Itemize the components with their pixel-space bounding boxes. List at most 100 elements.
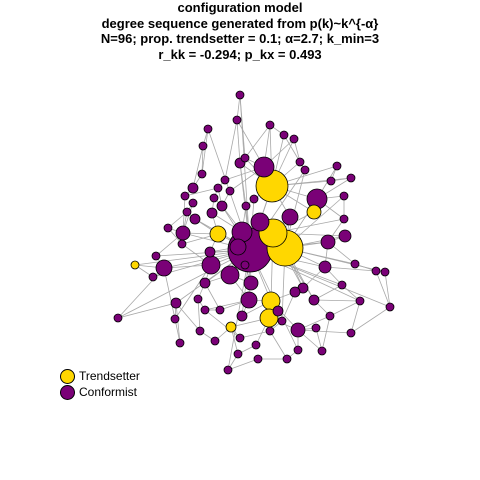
network-edge <box>324 266 377 272</box>
legend-label-conformist: Conformist <box>79 385 138 399</box>
conformist-node <box>380 267 390 277</box>
conformist-node <box>233 349 243 359</box>
conformist-node <box>282 354 292 364</box>
conformist-node <box>201 255 221 275</box>
title-line-1: configuration model <box>177 0 303 15</box>
network-edge <box>375 270 391 308</box>
conformist-node <box>209 193 219 203</box>
network-edge <box>227 358 259 371</box>
network-edge <box>283 134 301 163</box>
conformist-node <box>281 208 299 226</box>
conformist-node <box>182 207 192 217</box>
legend: Trendsetter Conformist <box>60 368 140 400</box>
conformist-node <box>318 260 332 274</box>
conformist-node <box>193 294 203 304</box>
conformist-node <box>148 272 158 282</box>
conformist-swatch <box>60 384 75 400</box>
trendsetter-node <box>130 260 140 270</box>
conformist-node <box>163 223 173 233</box>
conformist-node <box>277 316 287 326</box>
title-line-3: N=96; prop. trendsetter = 0.1; α=2.7; k_… <box>100 31 380 46</box>
conformist-node <box>170 314 180 324</box>
network-edge <box>204 309 241 339</box>
network-edge <box>175 302 201 332</box>
network-edge <box>224 119 238 181</box>
conformist-node <box>213 183 223 193</box>
conformist-node <box>200 305 210 315</box>
conformist-node <box>250 212 270 232</box>
network-edge <box>321 315 331 352</box>
conformist-node <box>189 213 201 225</box>
network-edge <box>236 119 241 164</box>
network-edge <box>174 264 212 320</box>
conformist-node <box>325 311 335 321</box>
network-edge <box>184 187 219 197</box>
network-edge <box>117 249 251 319</box>
conformist-node <box>240 153 250 163</box>
conformist-node <box>235 333 245 343</box>
conformist-node <box>225 186 235 196</box>
conformist-node <box>251 340 261 350</box>
conformist-node <box>223 365 233 375</box>
trendsetter-node <box>209 225 227 243</box>
network-edge <box>244 124 271 159</box>
conformist-node <box>332 161 342 171</box>
legend-item-conformist: Conformist <box>60 384 140 400</box>
network-edge <box>201 145 204 175</box>
conformist-node <box>197 169 207 179</box>
conformist-node <box>170 297 182 309</box>
conformist-node <box>203 124 213 134</box>
conformist-node <box>177 239 187 249</box>
conformist-node <box>229 238 247 256</box>
network-edge <box>350 306 391 334</box>
conformist-node <box>231 221 253 243</box>
conformist-node <box>308 294 320 306</box>
conformist-node <box>265 120 275 130</box>
conformist-node <box>346 328 356 338</box>
conformist-node <box>232 115 242 125</box>
conformist-node <box>210 336 220 346</box>
conformist-node <box>241 201 251 211</box>
conformist-node <box>180 191 190 201</box>
network-edge <box>297 329 352 334</box>
network-edge <box>175 302 181 344</box>
conformist-node <box>204 246 216 258</box>
conformist-node <box>240 291 258 309</box>
conformist-node <box>198 141 208 151</box>
conformist-node <box>371 266 381 276</box>
conformist-node <box>339 214 349 224</box>
title-line-4: r_kk = -0.294; p_kx = 0.493 <box>158 46 322 62</box>
network-edge <box>239 94 246 159</box>
conformist-node <box>279 130 289 140</box>
node-layer <box>113 90 395 375</box>
trendsetter-swatch <box>60 368 75 384</box>
conformist-node <box>235 90 245 100</box>
conformist-node <box>206 207 218 219</box>
title-line-2: degree sequence generated from p(k)~k^{-… <box>101 15 379 31</box>
network-edge <box>201 128 209 175</box>
conformist-node <box>216 200 228 212</box>
network-edge <box>239 330 271 339</box>
conformist-node <box>311 323 321 333</box>
plot-title: configuration model degree sequence gene… <box>0 0 480 62</box>
conformist-node <box>289 286 301 298</box>
conformist-node <box>249 194 259 204</box>
conformist-node <box>326 176 336 186</box>
conformist-node <box>337 280 347 290</box>
conformist-node <box>320 234 336 250</box>
conformist-node <box>240 260 250 270</box>
conformist-node <box>175 225 191 241</box>
conformist-node <box>338 229 352 243</box>
network-edge <box>117 302 177 319</box>
network-edge <box>239 162 247 207</box>
conformist-node <box>253 156 275 178</box>
network-edge <box>350 300 361 334</box>
conformist-node <box>175 338 185 348</box>
conformist-node <box>155 259 173 277</box>
conformist-node <box>253 354 263 364</box>
conformist-node <box>346 173 356 183</box>
conformist-node <box>300 165 310 175</box>
conformist-node <box>220 265 240 285</box>
conformist-node <box>290 322 306 338</box>
